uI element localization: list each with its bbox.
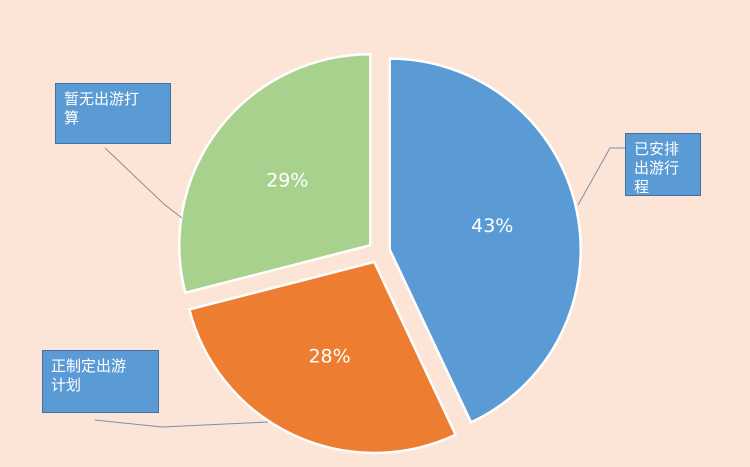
category-label: 已安排出游行程 [625,133,701,196]
category-label: 正制定出游计划 [42,350,159,413]
data-label: 28% [308,346,350,368]
pie-slice [178,53,372,295]
pie-slice [187,260,458,455]
pie-slice [388,57,582,425]
leader-line [577,147,625,206]
data-label: 43% [471,215,513,237]
label-box: 已安排出游行程 [625,133,701,196]
label-box: 正制定出游计划 [42,350,159,413]
label-box: 暂无出游打算 [55,83,171,144]
category-label: 暂无出游打算 [55,83,171,144]
data-label: 29% [266,169,308,191]
leader-line [104,147,183,219]
leader-line [94,419,269,428]
pie: 43% 28% 29% [178,53,582,455]
